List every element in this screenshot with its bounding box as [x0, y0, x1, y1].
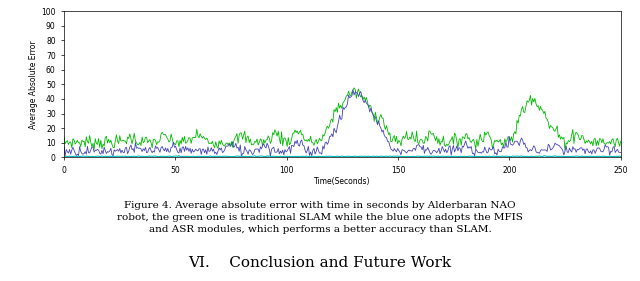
X-axis label: Time(Seconds): Time(Seconds): [314, 178, 371, 187]
Y-axis label: Average Absolute Error: Average Absolute Error: [29, 40, 38, 129]
Text: Figure 4. Average absolute error with time in seconds by Alderbaran NAO
robot, t: Figure 4. Average absolute error with ti…: [117, 201, 523, 234]
Text: VI.    Conclusion and Future Work: VI. Conclusion and Future Work: [188, 256, 452, 270]
